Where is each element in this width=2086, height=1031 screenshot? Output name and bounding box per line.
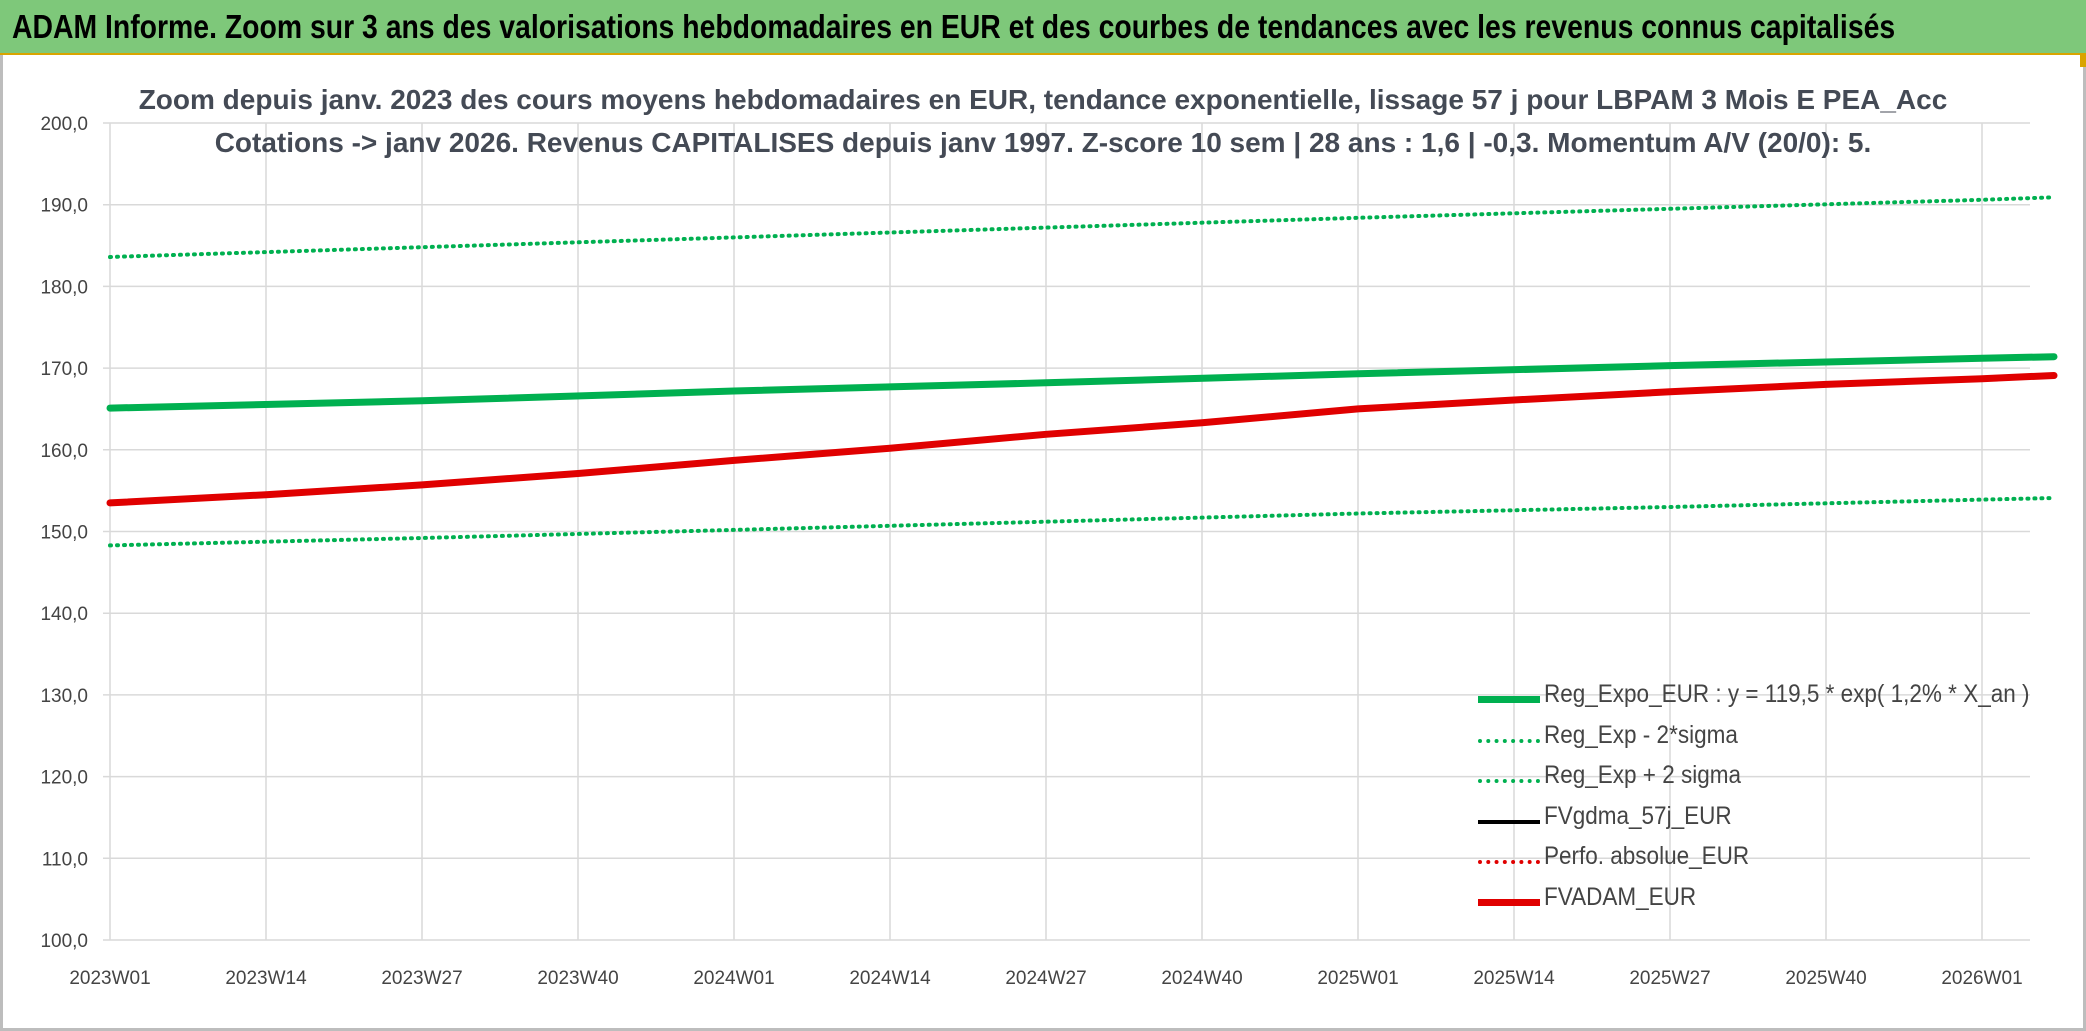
x-tick-label: 2023W27 [381, 968, 462, 989]
legend-swatch [1478, 738, 1540, 743]
series-line-5 [106, 372, 2058, 507]
series-line-0 [106, 353, 2058, 412]
legend-label: Reg_Exp + 2 sigma [1544, 761, 1741, 789]
y-tick-label: 120,0 [40, 768, 88, 789]
x-tick-label: 2024W14 [849, 968, 931, 989]
legend-swatch [1478, 860, 1540, 864]
legend-label: FVADAM_EUR [1544, 882, 1697, 911]
legend-swatch [1478, 898, 1540, 906]
y-tick-label: 100,0 [40, 931, 88, 952]
grid-lines [103, 122, 2030, 941]
chart-area [0, 55, 2086, 1031]
y-tick-label: 160,0 [40, 441, 88, 462]
y-tick-label: 130,0 [40, 686, 88, 707]
x-tick-label: 2025W40 [1785, 968, 1866, 989]
y-tick-label: 180,0 [40, 277, 88, 298]
legend-swatch [1478, 696, 1540, 703]
legend-label: Reg_Exp - 2*sigma [1544, 720, 1738, 749]
y-tick-label: 140,0 [40, 604, 88, 625]
chart-title-line-1: Zoom depuis janv. 2023 des cours moyens … [138, 84, 1948, 115]
legend-label: Reg_Expo_EUR : y = 119,5 * exp( 1,2% * X… [1544, 680, 2030, 708]
x-tick-label: 2026W01 [1941, 968, 2022, 989]
legend-swatch [1478, 779, 1540, 783]
y-tick-label: 190,0 [40, 196, 88, 217]
x-tick-label: 2024W40 [1161, 968, 1242, 989]
report-banner: ADAM Informe. Zoom sur 3 ans des valoris… [0, 0, 2086, 55]
x-tick-label: 2025W27 [1629, 968, 1710, 989]
x-axis-tick-labels: 2023W01 2023W14 2023W27 2023W40 2024W01 2024W… [69, 968, 2022, 989]
y-tick-label: 110,0 [42, 849, 88, 870]
x-tick-label: 2024W27 [1005, 968, 1086, 989]
x-tick-label: 2025W14 [1473, 968, 1555, 989]
report-title: ADAM Informe. Zoom sur 3 ans des valoris… [12, 8, 1896, 45]
x-tick-label: 2023W40 [537, 968, 618, 989]
y-tick-label: 170,0 [40, 359, 88, 380]
x-tick-label: 2024W01 [693, 968, 774, 989]
x-tick-label: 2023W14 [225, 968, 307, 989]
chart-title-line-2: Cotations -> janv 2026. Revenus CAPITALI… [214, 127, 1872, 158]
series-lines [106, 195, 2058, 548]
x-tick-label: 2023W01 [69, 968, 150, 989]
legend-label: FVgdma_57j_EUR [1544, 801, 1732, 830]
x-tick-label: 2025W01 [1317, 968, 1398, 989]
y-tick-label: 150,0 [40, 523, 88, 544]
legend-swatch [1478, 819, 1540, 824]
series-line-2 [108, 195, 2056, 259]
legend-label: Perfo. absolue_EUR [1544, 842, 1750, 870]
frame-corner-accent [2080, 55, 2086, 67]
y-axis-tick-labels: 100,0 110,0 120,0 130,0 140,0 150,0 160,0 170,0… [40, 114, 88, 952]
series-line-1 [108, 496, 2056, 548]
y-tick-label: 200,0 [40, 114, 88, 135]
